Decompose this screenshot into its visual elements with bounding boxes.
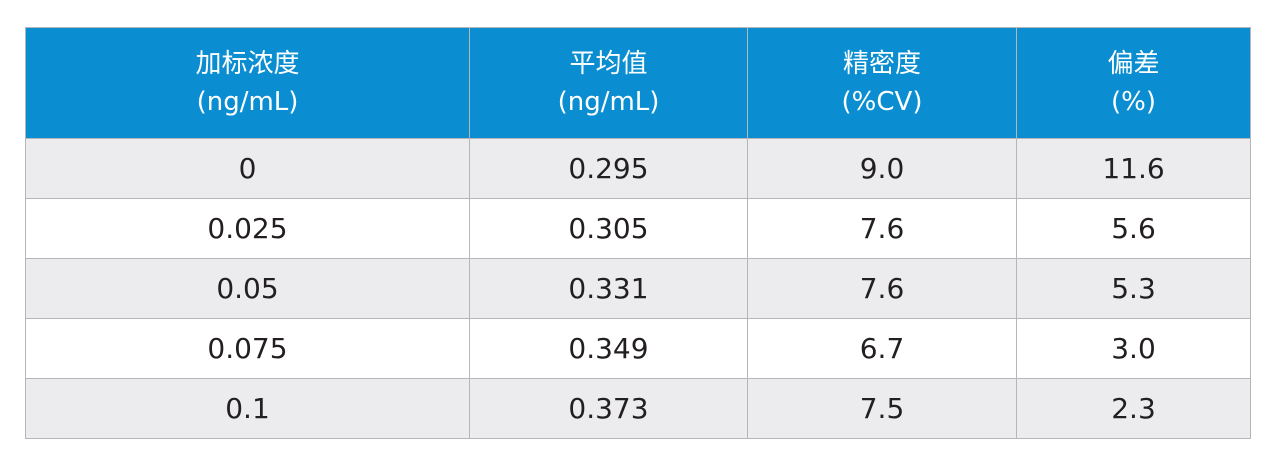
table-row: 0 0.295 9.0 11.6 (25, 138, 1251, 199)
table-cell: 0.025 (25, 198, 470, 259)
data-table: 加标浓度 (ng/mL) 平均值 (ng/mL) 精密度 (%CV) 偏差 (%) 0 0.29… (25, 27, 1251, 439)
table-cell: 0 (25, 138, 470, 199)
table-cell: 2.3 (1016, 378, 1251, 439)
header-text: 精密度 (842, 49, 921, 79)
header-text: 偏差 (1107, 49, 1160, 79)
table-cell: 0.1 (25, 378, 470, 439)
table-body: 0 0.295 9.0 11.6 0.025 0.305 7.6 5.6 0.05 0.331 7.… (25, 138, 1251, 439)
header-cell: 加标浓度 (ng/mL) (25, 27, 470, 139)
header-row: 加标浓度 (ng/mL) 平均值 (ng/mL) 精密度 (%CV) 偏差 (%) (25, 27, 1251, 139)
header-text: (ng/mL) (557, 87, 660, 117)
table-cell: 5.3 (1016, 258, 1251, 319)
table-cell: 0.349 (469, 318, 748, 379)
table-cell: 0.295 (469, 138, 748, 199)
table-row: 0.075 0.349 6.7 3.0 (25, 318, 1251, 379)
table-cell: 0.075 (25, 318, 470, 379)
table-cell: 5.6 (1016, 198, 1251, 259)
header-text: 平均值 (569, 49, 648, 79)
table-cell: 0.305 (469, 198, 748, 259)
header-text: (%) (1111, 87, 1156, 117)
header-cell: 偏差 (%) (1016, 27, 1251, 139)
header-cell: 平均值 (ng/mL) (469, 27, 748, 139)
header-text: 加标浓度 (195, 49, 300, 79)
table-row: 0.1 0.373 7.5 2.3 (25, 378, 1251, 439)
header-text: (%CV) (841, 87, 923, 117)
table-cell: 6.7 (747, 318, 1017, 379)
header-text: (ng/mL) (196, 87, 299, 117)
table-cell: 0.05 (25, 258, 470, 319)
table-cell: 0.373 (469, 378, 748, 439)
table-cell: 7.5 (747, 378, 1017, 439)
table-cell: 11.6 (1016, 138, 1251, 199)
header-cell: 精密度 (%CV) (747, 27, 1017, 139)
table-cell: 3.0 (1016, 318, 1251, 379)
table-cell: 7.6 (747, 198, 1017, 259)
table-row: 0.05 0.331 7.6 5.3 (25, 258, 1251, 319)
table-cell: 7.6 (747, 258, 1017, 319)
table-cell: 9.0 (747, 138, 1017, 199)
table-row: 0.025 0.305 7.6 5.6 (25, 198, 1251, 259)
table-cell: 0.331 (469, 258, 748, 319)
